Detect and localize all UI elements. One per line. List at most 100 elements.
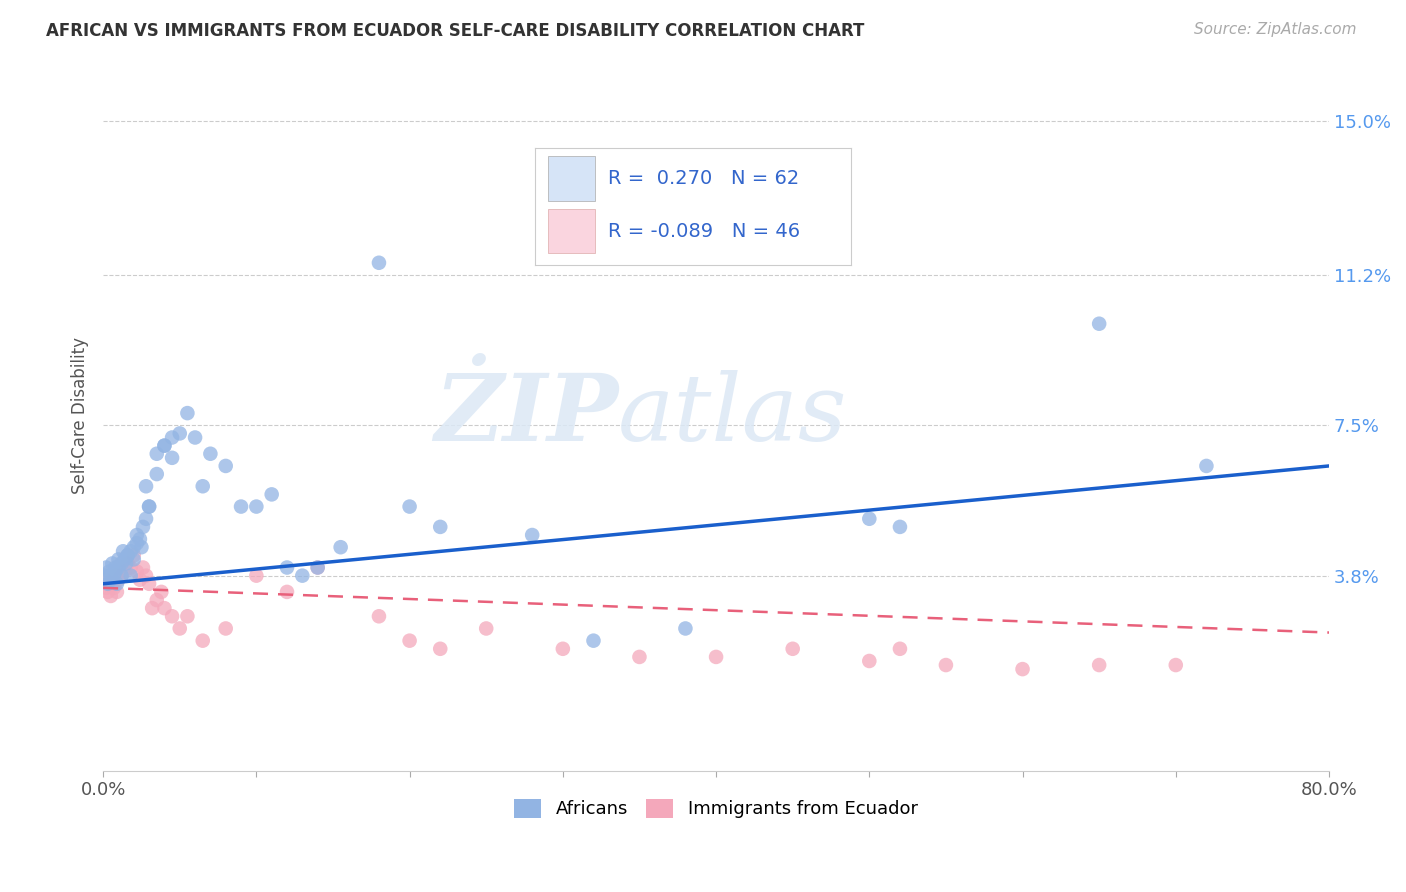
Point — [125, 565, 148, 579]
Point — [110, 568, 132, 582]
Point — [307, 560, 329, 574]
Point — [229, 500, 252, 514]
Text: Source: ZipAtlas.com: Source: ZipAtlas.com — [1194, 22, 1357, 37]
Point — [125, 536, 148, 550]
Point — [582, 633, 605, 648]
Point — [141, 601, 163, 615]
Point — [93, 568, 115, 582]
Point — [96, 560, 118, 574]
Point — [105, 585, 128, 599]
Point — [103, 568, 125, 582]
Point — [150, 585, 173, 599]
Point — [104, 568, 127, 582]
Point — [120, 568, 142, 582]
Point — [858, 512, 880, 526]
Point — [215, 458, 238, 473]
Point — [160, 450, 183, 465]
Point — [135, 512, 157, 526]
Point — [1011, 662, 1033, 676]
Point — [138, 500, 160, 514]
Point — [120, 544, 142, 558]
Point — [104, 560, 127, 574]
Point — [97, 585, 120, 599]
Point — [100, 589, 122, 603]
Point — [1195, 458, 1218, 473]
Point — [398, 500, 420, 514]
Point — [628, 649, 651, 664]
Point — [145, 467, 167, 481]
Point — [132, 520, 155, 534]
Point — [889, 641, 911, 656]
Point — [98, 576, 121, 591]
Point — [107, 560, 129, 574]
Point — [103, 581, 125, 595]
Point — [145, 447, 167, 461]
Point — [889, 520, 911, 534]
Point — [153, 601, 176, 615]
Point — [475, 622, 498, 636]
Point — [122, 540, 145, 554]
Point — [112, 544, 135, 558]
Point — [110, 557, 132, 571]
Point — [110, 568, 132, 582]
Point — [291, 568, 314, 582]
Text: R =  0.270   N = 62: R = 0.270 N = 62 — [607, 169, 799, 188]
Point — [104, 565, 127, 579]
Point — [100, 568, 122, 582]
Point — [135, 568, 157, 582]
Point — [329, 540, 352, 554]
Point — [117, 549, 139, 563]
Point — [114, 552, 136, 566]
Point — [200, 447, 222, 461]
Point — [169, 622, 191, 636]
Point — [101, 557, 124, 571]
Point — [522, 528, 544, 542]
Point — [673, 622, 696, 636]
Text: ŻIP: ŻIP — [433, 370, 619, 460]
Point — [368, 256, 391, 270]
Point — [276, 560, 298, 574]
Point — [122, 549, 145, 563]
Point — [153, 439, 176, 453]
Point — [215, 622, 238, 636]
Point — [120, 560, 142, 574]
Point — [98, 565, 121, 579]
Point — [101, 576, 124, 591]
Point — [122, 552, 145, 566]
Point — [429, 641, 451, 656]
Point — [96, 581, 118, 595]
Point — [135, 479, 157, 493]
Point — [145, 593, 167, 607]
Point — [176, 609, 198, 624]
Point — [307, 560, 329, 574]
Point — [107, 573, 129, 587]
Y-axis label: Self-Care Disability: Self-Care Disability — [72, 336, 89, 493]
Point — [191, 633, 214, 648]
Point — [1164, 658, 1187, 673]
Text: atlas: atlas — [619, 370, 848, 460]
Point — [1088, 317, 1111, 331]
Point — [1088, 658, 1111, 673]
Point — [115, 557, 138, 571]
Point — [114, 565, 136, 579]
Point — [100, 573, 122, 587]
Text: R = -0.089   N = 46: R = -0.089 N = 46 — [607, 221, 800, 241]
Point — [245, 500, 267, 514]
Text: AFRICAN VS IMMIGRANTS FROM ECUADOR SELF-CARE DISABILITY CORRELATION CHART: AFRICAN VS IMMIGRANTS FROM ECUADOR SELF-… — [46, 22, 865, 40]
Point — [368, 609, 391, 624]
Point — [138, 576, 160, 591]
Point — [117, 557, 139, 571]
FancyBboxPatch shape — [548, 156, 595, 201]
FancyBboxPatch shape — [548, 209, 595, 253]
Point — [117, 549, 139, 563]
Point — [97, 576, 120, 591]
Point — [107, 552, 129, 566]
Point — [176, 406, 198, 420]
Point — [125, 528, 148, 542]
Point — [429, 520, 451, 534]
Point — [935, 658, 957, 673]
Point — [169, 426, 191, 441]
Legend: Africans, Immigrants from Ecuador: Africans, Immigrants from Ecuador — [508, 792, 925, 826]
Point — [782, 641, 804, 656]
Point — [260, 487, 283, 501]
